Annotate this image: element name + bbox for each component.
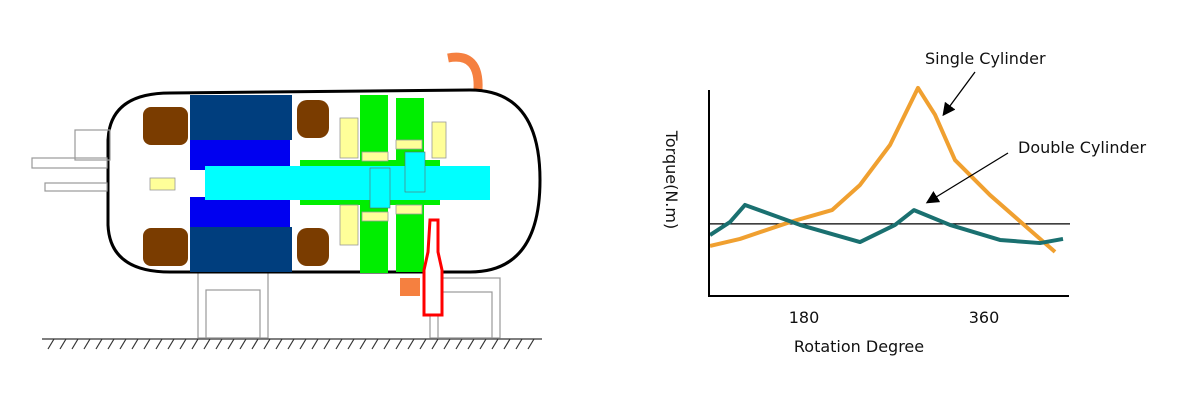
hatch-mark xyxy=(287,338,295,350)
hatch-mark xyxy=(479,338,487,350)
torque-chart: 180 360 Rotation Degree Torque(N.m) Singl… xyxy=(662,49,1146,356)
hatch-mark xyxy=(179,338,187,350)
hatch-mark xyxy=(203,338,211,350)
hatch-mark xyxy=(503,338,511,350)
hatch-mark xyxy=(323,338,331,350)
hatch-mark xyxy=(311,338,319,350)
hatch-mark xyxy=(443,338,451,350)
bearings xyxy=(149,117,447,246)
hatch-mark xyxy=(143,338,151,350)
hatch-mark xyxy=(167,338,175,350)
rotor xyxy=(190,140,290,227)
hatch-mark xyxy=(119,338,127,350)
hatch-mark xyxy=(383,338,391,350)
hatch-mark xyxy=(419,338,427,350)
single-cylinder-series xyxy=(709,85,1057,254)
terminal-connector xyxy=(31,129,111,192)
hatch-mark xyxy=(191,338,199,350)
double-cylinder-series xyxy=(708,202,1064,246)
hatch-mark xyxy=(275,338,283,350)
hatch-mark xyxy=(251,338,259,350)
hatch-mark xyxy=(407,338,415,350)
hatch-mark xyxy=(155,338,163,350)
x-tick-label: 360 xyxy=(969,308,1000,327)
hatch-mark xyxy=(527,338,535,350)
hatch-mark xyxy=(227,338,235,350)
eccentrics xyxy=(369,151,426,209)
hatch-mark xyxy=(359,338,367,350)
hatch-mark xyxy=(347,338,355,350)
x-axis-label: Rotation Degree xyxy=(794,337,924,356)
hatch-mark xyxy=(71,338,79,350)
y-axis-label: Torque(N.m) xyxy=(662,130,681,229)
hatch-mark xyxy=(59,338,67,350)
top-pipe xyxy=(447,52,483,91)
hatch-mark xyxy=(515,338,523,350)
compressor-diagram xyxy=(31,52,542,350)
hatch-mark xyxy=(395,338,403,350)
single-cylinder-arrow xyxy=(942,71,976,117)
hatch-mark xyxy=(491,338,499,350)
double-cylinder-arrow xyxy=(925,152,1009,204)
hatch-mark xyxy=(431,338,439,350)
hatch-mark xyxy=(239,338,247,350)
hatch-mark xyxy=(263,338,271,350)
crankshaft xyxy=(205,166,490,200)
hatch-mark xyxy=(467,338,475,350)
hatch-mark xyxy=(95,338,103,350)
mount-feet xyxy=(197,271,501,339)
stator-windings xyxy=(143,100,329,266)
suction-fitting xyxy=(400,278,420,296)
hatch-mark xyxy=(83,338,91,350)
discharge-valve xyxy=(422,218,444,317)
hatch-mark xyxy=(107,338,115,350)
hatch-mark xyxy=(455,338,463,350)
hatch-mark xyxy=(335,338,343,350)
hatch-mark xyxy=(299,338,307,350)
x-tick-label: 180 xyxy=(789,308,820,327)
hatch-mark xyxy=(131,338,139,350)
hatch-mark xyxy=(371,338,379,350)
double-cylinder-label: Double Cylinder xyxy=(1018,138,1146,157)
hatch-mark xyxy=(215,338,223,350)
single-cylinder-label: Single Cylinder xyxy=(925,49,1046,68)
hatch-mark xyxy=(47,338,55,350)
stator-core xyxy=(190,95,292,272)
ground-hatch xyxy=(42,338,542,350)
